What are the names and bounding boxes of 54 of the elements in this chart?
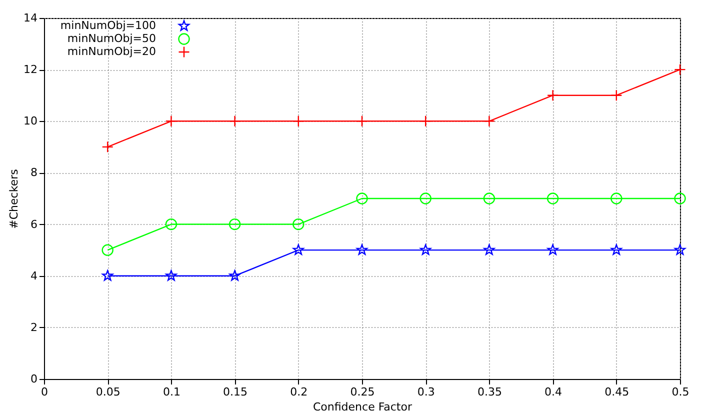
y-tick-label: 8 [30, 166, 38, 180]
x-axis-title: Confidence Factor [312, 400, 412, 414]
point [292, 244, 304, 255]
x-tick-label: 0.45 [604, 386, 630, 398]
point [356, 115, 368, 127]
x-tick-label: 0.35 [477, 386, 502, 398]
legend-label: minNumObj=50 [67, 32, 156, 45]
point [356, 192, 368, 204]
point [610, 244, 622, 255]
point [165, 218, 178, 230]
point [674, 192, 686, 204]
legend-label: minNumObj=100 [60, 19, 156, 32]
point [292, 115, 304, 127]
point [420, 244, 432, 255]
point [547, 244, 558, 255]
x-tick-label: 0.15 [223, 386, 248, 398]
x-tick-label: 0.4 [544, 386, 562, 398]
point [292, 218, 304, 230]
point [483, 115, 496, 127]
point [420, 192, 432, 204]
y-axis-title: #Checkers [8, 168, 21, 229]
point [484, 244, 495, 255]
point [674, 244, 686, 255]
point [610, 90, 622, 102]
point [228, 218, 241, 230]
point [166, 270, 177, 281]
point [102, 270, 114, 281]
y-tick-label: 0 [30, 372, 38, 386]
y-tick-label: 12 [24, 63, 38, 76]
x-tick-label: 0.05 [96, 386, 120, 398]
point [546, 192, 559, 204]
point [165, 115, 178, 127]
point [546, 90, 559, 102]
point [102, 244, 114, 256]
point [356, 244, 368, 255]
point [483, 192, 496, 204]
x-tick-label: 0.3 [417, 386, 435, 398]
point [228, 115, 241, 127]
point [102, 141, 114, 153]
y-tick-label: 14 [24, 12, 38, 24]
point [229, 270, 240, 281]
x-tick-label: 0.2 [290, 386, 308, 398]
y-tick-label: 6 [30, 218, 38, 231]
x-tick-label: 0.5 [672, 386, 690, 398]
x-tick-label: 0.25 [350, 386, 375, 398]
point [610, 192, 622, 204]
x-tick-label: 0.1 [162, 386, 180, 398]
y-tick-label: 4 [30, 269, 38, 282]
legend-label: minNumObj=20 [67, 45, 156, 58]
point [674, 64, 686, 76]
x-tick-label: 0 [41, 386, 48, 398]
point [420, 115, 432, 127]
y-tick-label: 10 [24, 114, 38, 128]
y-tick-label: 2 [30, 320, 38, 334]
